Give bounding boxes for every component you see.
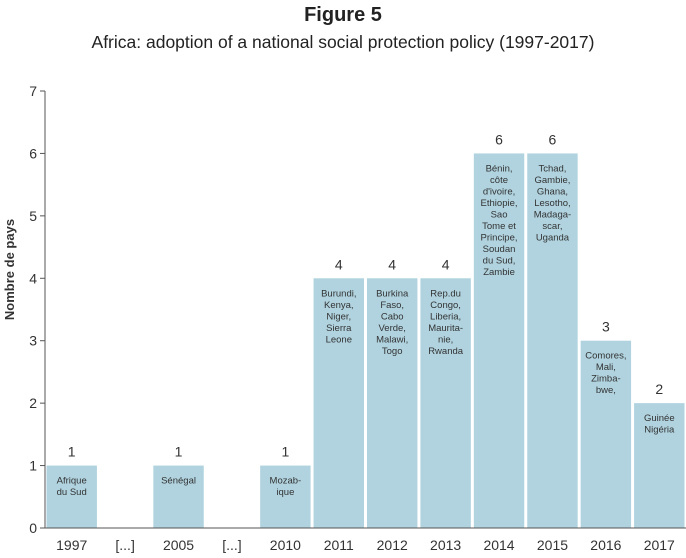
bar-country-label: Burkina (376, 288, 409, 299)
bar-country-label: scar, (542, 221, 562, 232)
bar-value-label: 1 (68, 444, 76, 460)
bar-value-label: 4 (335, 256, 343, 272)
bar-country-label: du Sud (57, 487, 87, 498)
bar-country-label: Rwanda (428, 346, 464, 357)
bar-country-label: ique (276, 487, 294, 498)
bar-country-label: Tome et (482, 221, 516, 232)
bar-country-label: Tchad, (538, 163, 566, 174)
y-tick-label: 7 (29, 83, 37, 99)
bar-value-label: 1 (281, 444, 289, 460)
bar-country-label: Rep.du (430, 288, 461, 299)
x-tick-label: 2014 (483, 537, 514, 553)
bar (634, 403, 685, 528)
bar-country-label: Sénégal (161, 476, 196, 487)
bar-country-label: côte (490, 175, 508, 186)
y-tick-label: 5 (29, 208, 37, 224)
bar-country-label: Nigéria (644, 425, 675, 436)
bar-country-label: Leone (326, 334, 352, 345)
bar-country-label: Togo (382, 346, 403, 357)
bar-country-label: Liberia, (430, 311, 461, 322)
bar-country-label: Maurita- (428, 323, 463, 334)
bar-country-label: Burundi, (321, 288, 356, 299)
bar-country-label: Ethiopie, (481, 198, 518, 209)
bar-country-label: du Sud, (483, 255, 516, 266)
bar-country-label: Faso, (380, 300, 404, 311)
x-tick-label: 2013 (430, 537, 461, 553)
bar-value-label: 2 (655, 381, 663, 397)
bar-country-label: Niger, (326, 311, 351, 322)
bar-value-label: 4 (442, 256, 450, 272)
x-tick-label: 2005 (163, 537, 194, 553)
y-tick-label: 1 (29, 458, 37, 474)
x-tick-label: 2011 (324, 537, 354, 553)
x-tick-label: 2015 (537, 537, 568, 553)
y-tick-label: 4 (29, 270, 37, 286)
y-tick-label: 6 (29, 145, 37, 161)
bar-country-label: Kenya, (324, 300, 354, 311)
x-tick-label: [...] (222, 537, 241, 553)
bar (153, 465, 204, 528)
bar-country-label: Congo, (430, 300, 461, 311)
x-tick-label: 2010 (270, 537, 301, 553)
bar-country-label: Mozab- (270, 476, 302, 487)
bar-country-label: Sao (491, 209, 508, 220)
bar (46, 465, 97, 528)
bar-country-label: Afrique (57, 476, 87, 487)
bar-value-label: 6 (549, 131, 557, 147)
y-tick-label: 3 (29, 333, 37, 349)
x-tick-label: 2017 (644, 537, 675, 553)
bar (580, 340, 632, 528)
bar-country-label: Ghana, (537, 186, 568, 197)
bar-value-label: 4 (388, 256, 396, 272)
bar-country-label: Zambie (483, 267, 515, 278)
bar-country-label: Gambie, (535, 175, 571, 186)
y-axis: 0 1 2 3 4 5 6 7 (29, 83, 46, 536)
bar-country-label: Malawi, (376, 334, 408, 345)
bar-country-label: Mali, (596, 362, 616, 373)
bar-country-label: Uganda (536, 232, 570, 243)
bar-country-label: Madaga- (534, 209, 572, 220)
bar-country-label: d'ivoire, (483, 186, 515, 197)
bar-country-label: Comores, (585, 351, 626, 362)
bar (473, 153, 525, 528)
y-axis-label: Nombre de pays (2, 219, 17, 320)
figure-title: Figure 5 (304, 4, 382, 26)
bar-country-label: Zimba- (591, 374, 621, 385)
bar-country-label: Principe, (481, 232, 518, 243)
bar-value-label: 3 (602, 319, 610, 335)
bar (527, 153, 578, 528)
bar (367, 278, 418, 528)
bar-country-label: Cabo (381, 311, 404, 322)
figure-subtitle: Africa: adoption of a national social pr… (91, 32, 595, 52)
bar-country-label: Bénin, (486, 163, 513, 174)
bar (420, 278, 471, 528)
x-tick-label: 2016 (590, 537, 621, 553)
bar-country-label: Sierra (326, 323, 352, 334)
bar-country-label: Guinée (644, 413, 675, 424)
bar-country-label: nie, (438, 334, 453, 345)
x-tick-label: 2012 (377, 537, 408, 553)
x-tick-label: [...] (115, 537, 134, 553)
bar-country-label: Verde, (378, 323, 405, 334)
bar-country-label: bwe, (596, 385, 616, 396)
x-tick-label: 1997 (56, 537, 87, 553)
bar (260, 465, 311, 528)
y-tick-label: 2 (29, 395, 37, 411)
bar-value-label: 1 (175, 444, 183, 460)
bar-value-label: 6 (495, 131, 503, 147)
bar (313, 278, 364, 528)
x-axis: 1997 [...] 2005 [...] 2010 2011 2012 2013 2014 20… (45, 527, 686, 553)
y-tick-label: 0 (29, 520, 37, 536)
bar-country-label: Lesotho, (534, 198, 570, 209)
bar-country-label: Soudan (483, 244, 516, 255)
